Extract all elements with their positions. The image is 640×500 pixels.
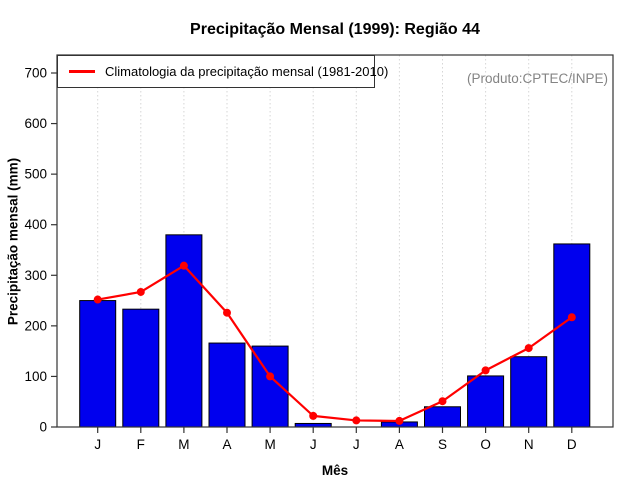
y-tick-label: 700 xyxy=(24,66,47,81)
bar xyxy=(510,356,548,428)
climatology-point xyxy=(395,416,404,425)
climatology-point xyxy=(481,366,490,375)
x-tick-label: J xyxy=(353,437,360,452)
climatology-point xyxy=(309,411,318,420)
climatology-line xyxy=(96,264,573,423)
bar xyxy=(467,375,505,428)
y-tick-label: 300 xyxy=(24,268,47,283)
annotation-produto: (Produto:CPTEC/INPE) xyxy=(466,71,608,86)
y-tick-label: 400 xyxy=(24,217,47,232)
x-tick-label: A xyxy=(395,437,404,452)
bar xyxy=(79,300,117,428)
climatology-point xyxy=(352,416,361,425)
bar xyxy=(122,308,160,428)
x-tick-label: J xyxy=(310,437,317,452)
x-tick-label: D xyxy=(567,437,577,452)
x-tick-label: M xyxy=(264,437,275,452)
climatology-point xyxy=(223,308,231,317)
y-tick-label: 600 xyxy=(24,116,47,131)
x-tick-label: M xyxy=(178,437,189,452)
climatology-point xyxy=(179,261,188,270)
bar xyxy=(208,342,246,428)
climatology-point xyxy=(524,344,533,353)
x-tick-label: J xyxy=(94,437,101,452)
y-tick-label: 0 xyxy=(39,420,47,435)
y-tick-label: 500 xyxy=(24,167,47,182)
climatology-point xyxy=(567,313,576,322)
y-tick-label: 200 xyxy=(24,318,47,333)
climatology-point xyxy=(266,372,275,381)
y-axis-title: Precipitação mensal (mm) xyxy=(5,157,21,326)
x-tick-label: N xyxy=(524,437,534,452)
x-tick-label: O xyxy=(480,437,491,452)
climatology-point xyxy=(136,287,145,296)
bar xyxy=(424,406,461,428)
legend-line-swatch xyxy=(69,70,95,73)
x-tick-label: F xyxy=(137,437,145,452)
x-tick-label: A xyxy=(222,437,231,452)
legend: Climatologia da precipitação mensal (198… xyxy=(57,55,388,88)
x-axis-title: Mês xyxy=(321,463,349,478)
y-tick-label: 100 xyxy=(24,369,47,384)
x-tick-label: S xyxy=(438,437,447,452)
climatology-point xyxy=(438,397,447,406)
legend-label: Climatologia da precipitação mensal (198… xyxy=(105,64,389,79)
chart-title: Precipitação Mensal (1999): Região 44 xyxy=(190,21,480,38)
bar xyxy=(553,243,591,428)
climatology-point xyxy=(93,295,102,304)
